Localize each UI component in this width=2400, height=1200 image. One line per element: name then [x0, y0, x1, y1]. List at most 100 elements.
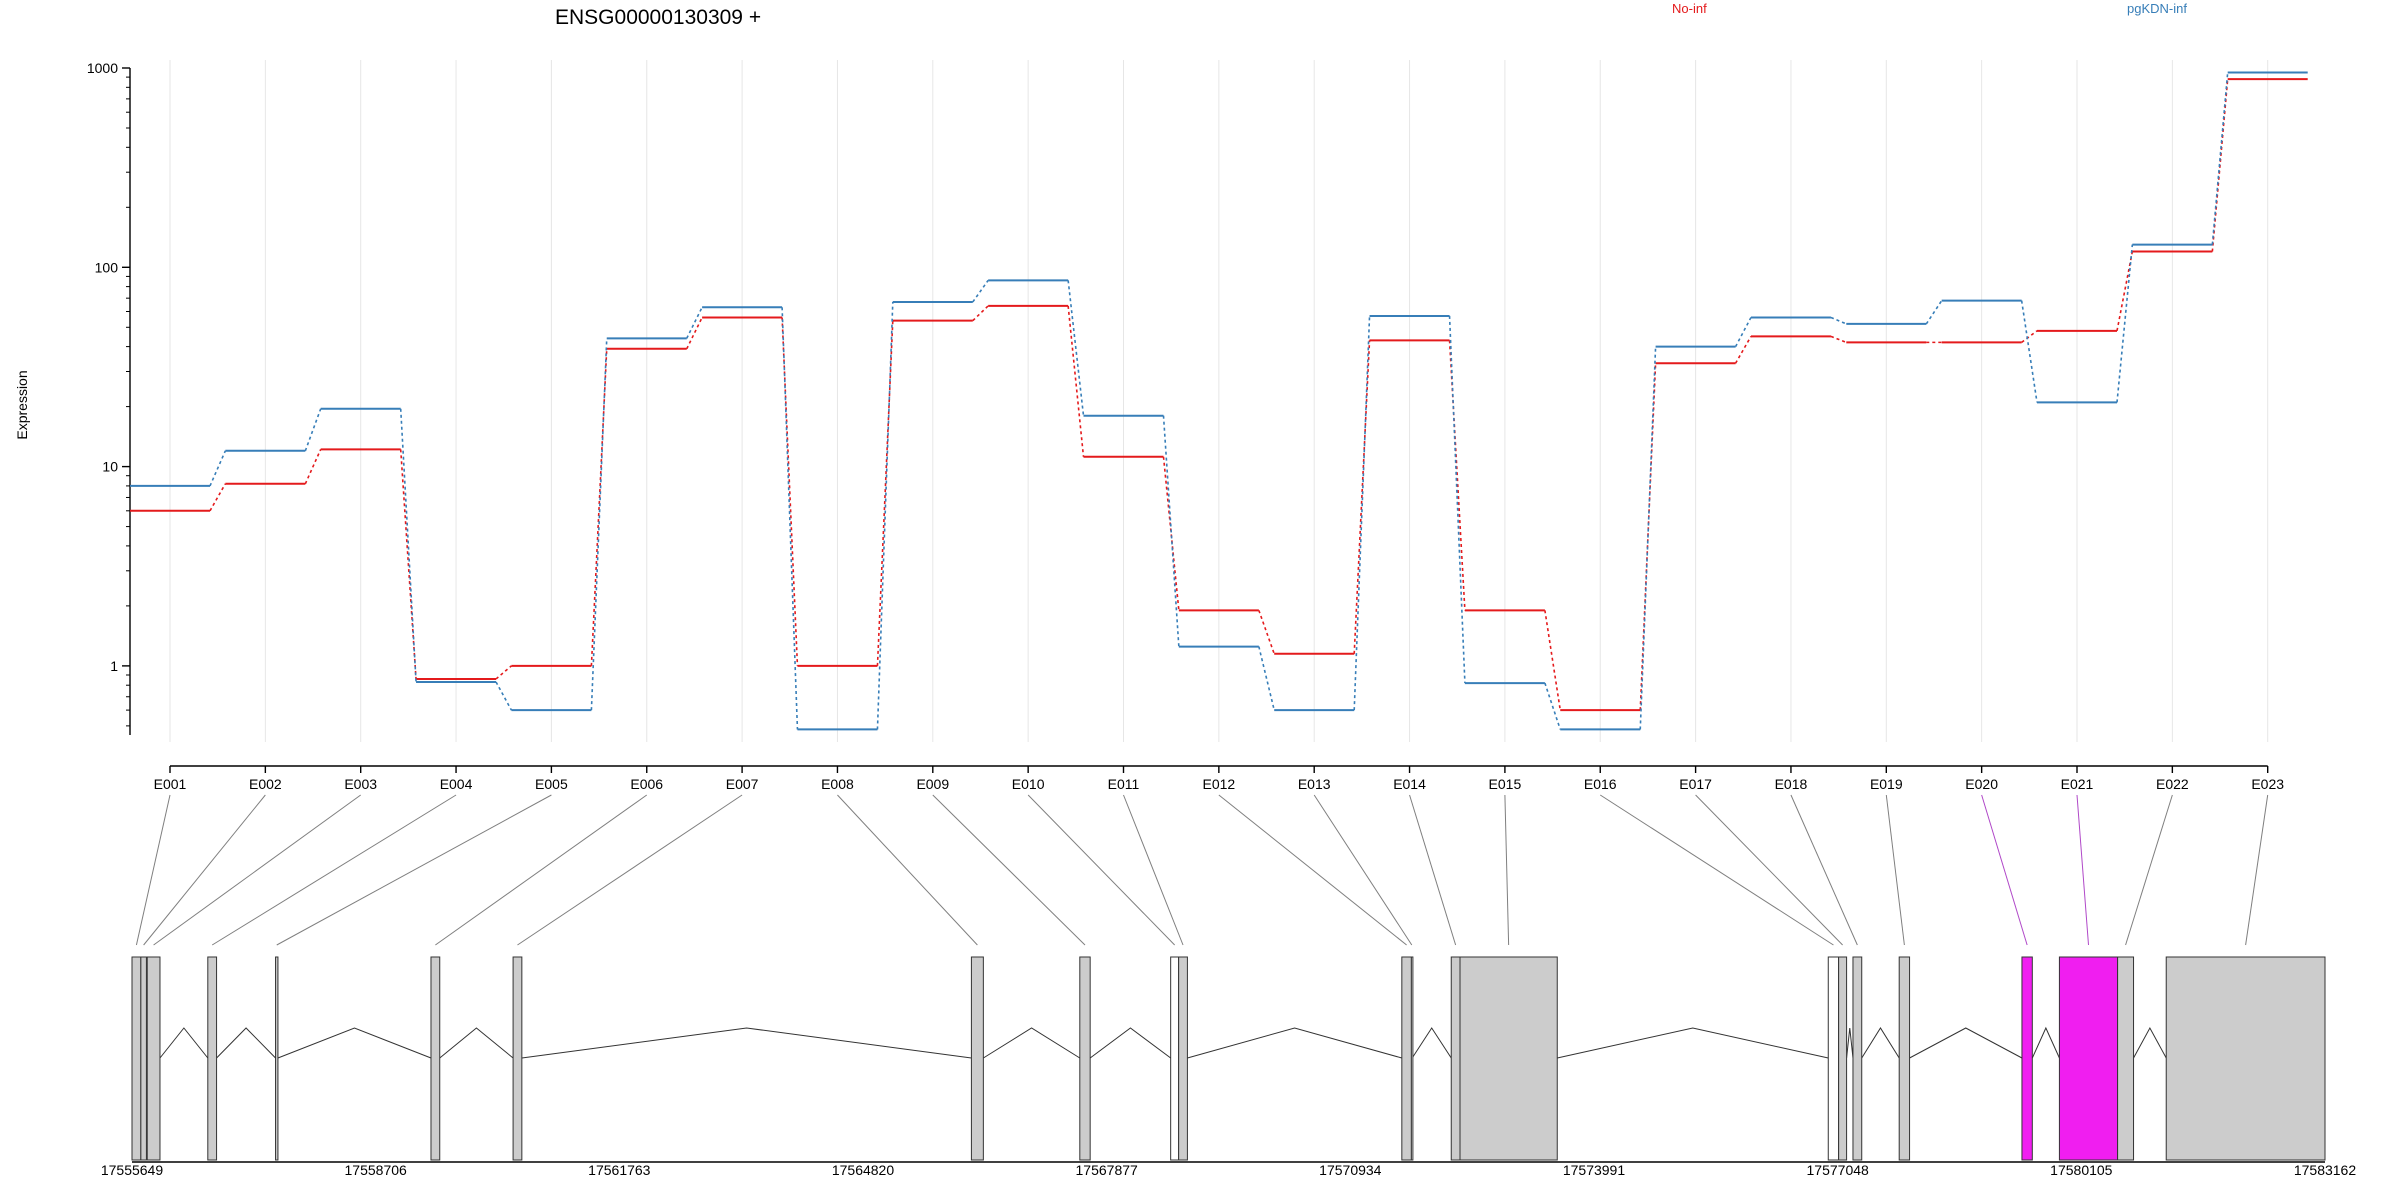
connector-e019 — [1885, 794, 1905, 946]
intron — [159, 1027, 209, 1059]
connector-e009 — [932, 794, 1086, 946]
connector-e002 — [143, 794, 266, 946]
connector-e006 — [435, 794, 648, 946]
connector-e010 — [1027, 794, 1176, 946]
exon-e014 — [1450, 956, 1461, 1161]
intron — [2133, 1026, 2167, 1059]
intron — [983, 1027, 1081, 1059]
x-tick-label-e002: E002 — [249, 776, 282, 792]
coordinate-label: 17583162 — [2294, 1162, 2357, 1178]
exon-connectors — [135, 794, 2269, 946]
series-step — [1067, 280, 1085, 416]
coordinate-label: 17570934 — [1319, 1162, 1382, 1178]
series-step — [209, 450, 227, 487]
series-step — [876, 301, 894, 730]
x-tick-label-e004: E004 — [440, 776, 473, 792]
series-step — [2020, 300, 2038, 403]
intron — [1557, 1027, 1829, 1059]
series-step — [972, 279, 989, 303]
x-axis: E001 E002 E003 E004 E005 E006 E007 E008 E009 E010… — [154, 765, 2284, 792]
intron — [1861, 1027, 1900, 1059]
series-step — [495, 665, 512, 680]
exon-e021 — [2058, 956, 2119, 1161]
coordinate-axis: 17555649 17558706 17561763 17564820 17567877… — [101, 1161, 2357, 1178]
series-step — [1544, 682, 1562, 730]
connector-e008 — [837, 794, 978, 946]
series-step — [304, 449, 322, 485]
x-tick-label-e008: E008 — [821, 776, 854, 792]
series-pgkdn-inf — [130, 71, 2308, 731]
series-step — [1258, 646, 1275, 711]
x-tick-label-e014: E014 — [1393, 776, 1426, 792]
intron — [2031, 1026, 2060, 1059]
series-step — [781, 307, 799, 730]
connector-e007 — [517, 794, 743, 946]
series-step — [1258, 610, 1275, 655]
connector-e018 — [1790, 794, 1858, 946]
series-step — [1925, 300, 1943, 325]
series-step — [1544, 610, 1562, 711]
connector-e014 — [1409, 794, 1457, 946]
exon-e010 — [1170, 956, 1180, 1161]
intron — [1089, 1027, 1171, 1059]
exon-e020 — [2021, 956, 2033, 1161]
exon-e002 — [140, 956, 147, 1161]
series-step — [2116, 244, 2134, 403]
x-tick-label-e009: E009 — [916, 776, 949, 792]
exon-e006 — [430, 956, 441, 1161]
series-step — [2021, 330, 2038, 344]
series-step — [781, 317, 799, 666]
coordinate-label: 17580105 — [2050, 1162, 2113, 1178]
connector-e001 — [135, 794, 171, 946]
connector-e005 — [276, 794, 552, 946]
exon-e009 — [1079, 956, 1091, 1161]
series-step — [590, 338, 608, 711]
exon-e008 — [970, 956, 984, 1161]
exon-e004 — [207, 956, 218, 1161]
series-step — [686, 306, 703, 339]
series-step — [1162, 415, 1180, 647]
series-step — [1734, 317, 1752, 347]
series-step — [1448, 340, 1466, 611]
series-step — [1162, 456, 1180, 611]
connector-e022 — [2125, 794, 2173, 946]
exon-e023 — [2165, 956, 2326, 1161]
exon-e022 — [2117, 956, 2135, 1161]
y-tick-label: 1000 — [87, 60, 118, 76]
exon-e018 — [1852, 956, 1863, 1161]
gene-title: ENSG00000130309 + — [555, 6, 761, 29]
series-step — [209, 483, 227, 512]
coordinate-label: 17577048 — [1807, 1162, 1870, 1178]
exon-e019 — [1898, 956, 1911, 1161]
x-tick-label-e011: E011 — [1108, 776, 1140, 792]
gene-model — [131, 956, 2326, 1161]
coordinate-label: 17564820 — [832, 1162, 895, 1178]
grid-lines — [169, 60, 2269, 742]
series-step — [876, 320, 894, 666]
plot-series — [130, 71, 2308, 731]
series-step — [1067, 305, 1085, 457]
exon-e011 — [1178, 956, 1188, 1161]
series-step — [1448, 315, 1466, 684]
series-step — [495, 681, 513, 711]
connector-e011 — [1123, 794, 1184, 946]
x-tick-label-e022: E022 — [2156, 776, 2189, 792]
x-tick-label-e015: E015 — [1489, 776, 1522, 792]
exon-e016 — [1827, 956, 1840, 1161]
intron — [216, 1027, 276, 1059]
series-step — [1830, 316, 1847, 325]
intron — [439, 1027, 514, 1059]
intron — [277, 1027, 432, 1059]
y-axis: 1 10 100 1000 — [87, 60, 131, 735]
y-tick-label: 10 — [102, 459, 118, 475]
connector-e020 — [1981, 794, 2028, 946]
x-tick-label-e020: E020 — [1965, 776, 1998, 792]
exon-e012 — [1401, 956, 1412, 1161]
x-tick-label-e012: E012 — [1202, 776, 1235, 792]
x-tick-label-e003: E003 — [344, 776, 377, 792]
exon-e015 — [1459, 956, 1558, 1161]
exon-e017 — [1838, 956, 1848, 1161]
series-step — [686, 317, 703, 350]
x-tick-label-e006: E006 — [630, 776, 663, 792]
